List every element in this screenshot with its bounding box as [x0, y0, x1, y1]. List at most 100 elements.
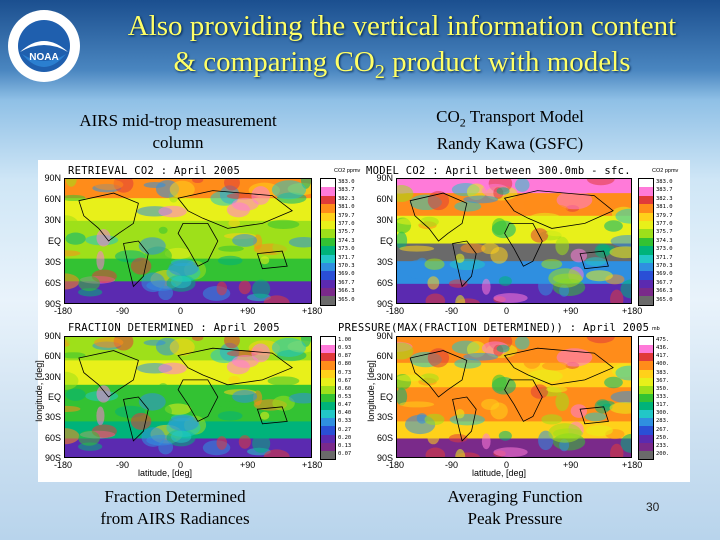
colorbar-swatch — [639, 337, 653, 346]
lon-tick-label: -180 — [386, 306, 405, 316]
colorbar-swatch — [639, 246, 653, 255]
colorbar-swatch — [321, 187, 335, 196]
colorbar-swatch — [321, 212, 335, 221]
colorbar-label: 0.73 — [338, 369, 352, 376]
colorbar-swatch — [639, 353, 653, 362]
colorbar-label: 250. — [656, 434, 670, 441]
caption-top-right-line-2: Randy Kawa (GSFC) — [436, 134, 584, 154]
colorbar-label: 370.3 — [656, 263, 673, 270]
colorbar-label: 379.7 — [656, 212, 673, 219]
colorbar-label: 366.3 — [656, 288, 673, 295]
colorbar-swatch — [639, 271, 653, 280]
colorbar-swatch — [321, 426, 335, 435]
lat-tick-label: 60N — [44, 351, 61, 362]
colorbar-label: 365.0 — [338, 296, 355, 303]
colorbar-swatch — [639, 195, 653, 205]
colorbar-swatch — [321, 288, 335, 297]
colorbar-swatch — [321, 442, 335, 451]
caption-bottom-left: Fraction Determined from AIRS Radiances — [70, 486, 280, 530]
map-retrieval-co2 — [49, 169, 319, 311]
map-peak-pressure — [381, 330, 646, 466]
caption-top-right: CO2 Transport Model Randy Kawa (GSFC) — [400, 106, 620, 155]
lat-tick-label: EQ — [379, 236, 393, 246]
colorbar-swatch — [321, 402, 335, 411]
colorbar-label: 0.20 — [338, 434, 352, 441]
colorbar-label: 374.3 — [656, 237, 673, 244]
lat-tick-label: 90N — [376, 331, 393, 341]
lat-tick-label: 60N — [376, 351, 393, 362]
colorbar-swatch — [639, 262, 653, 272]
colorbar-swatch — [321, 220, 335, 230]
colorbar-label: 371.7 — [338, 254, 355, 261]
colorbar-swatch — [639, 369, 653, 378]
colorbar-swatch — [321, 337, 335, 346]
title-subscript: 2 — [374, 60, 385, 83]
colorbar-swatch — [639, 237, 653, 247]
header: NOAA Also providing the vertical informa… — [0, 0, 720, 92]
colorbar-swatch — [639, 377, 653, 386]
x-axis-label-left: latitude, [deg] — [138, 468, 193, 478]
colorbar-label: 366.3 — [338, 288, 355, 295]
colorbar-label: 375.7 — [338, 229, 355, 236]
colorbar-swatch — [321, 345, 335, 354]
colorbar-label: 383.0 — [338, 179, 355, 185]
map-title-model: MODEL CO2 : April between 300.0mb - sfc. — [366, 165, 631, 177]
colorbar-label: 0.93 — [338, 345, 352, 352]
colorbar-unit-pressure: mb — [652, 326, 660, 332]
caption-subscript: 2 — [459, 115, 466, 130]
lat-tick-label: 90N — [44, 173, 61, 183]
colorbar-swatch — [639, 442, 653, 451]
maps-panel: RETRIEVAL CO2 : April 2005 383.0 383.7 382… — [34, 160, 690, 482]
colorbar-label: 382.3 — [656, 195, 673, 202]
colorbar-swatch — [639, 279, 653, 289]
colorbar-swatch — [639, 426, 653, 435]
lon-tick-label: -180 — [386, 460, 405, 470]
lat-tick-label: 60S — [376, 432, 393, 443]
map-field — [49, 327, 319, 465]
colorbar-label: 374.3 — [338, 237, 355, 244]
colorbar-swatch — [321, 229, 335, 238]
colorbar-labels-retrieval: 383.0 383.7 382.3 381.0 379.7 377.0 375.7 374.3… — [338, 178, 355, 304]
colorbar-retrieval — [320, 178, 336, 306]
lat-tick-label: 60N — [376, 194, 393, 204]
colorbar-label: 300. — [656, 410, 670, 417]
colorbar-label: 365.0 — [656, 296, 673, 303]
lat-tick-label: 60N — [44, 194, 61, 204]
colorbar-swatch — [639, 434, 653, 443]
lon-tick-label: +180 — [622, 460, 643, 470]
map-title-fraction: FRACTION DETERMINED : April 2005 — [68, 322, 280, 334]
colorbar-swatch — [321, 418, 335, 427]
colorbar-swatch — [639, 385, 653, 394]
colorbar-label: 233. — [656, 442, 670, 449]
colorbar-label: 475. — [656, 337, 670, 343]
caption-part: CO — [436, 107, 460, 126]
colorbar-label: 367. — [656, 377, 670, 384]
caption-bottom-left-line-2: from AIRS Radiances — [100, 509, 250, 528]
map-field — [381, 172, 646, 312]
colorbar-label: 0.47 — [338, 402, 352, 409]
colorbar-swatch — [321, 393, 335, 402]
colorbar-label: 369.0 — [656, 271, 673, 278]
colorbar-fraction — [320, 336, 336, 460]
colorbar-model — [638, 178, 654, 306]
colorbar-label: 0.27 — [338, 426, 352, 433]
lat-tick-label: 90S — [44, 299, 61, 309]
lon-tick-label: +90 — [563, 460, 579, 470]
map-title-pressure: PRESSURE(MAX(FRACTION DETERMINED)) : Apr… — [338, 322, 650, 334]
lat-tick-label: EQ — [47, 392, 61, 402]
lon-tick-label: -90 — [116, 306, 130, 316]
colorbar-label: 373.0 — [338, 246, 355, 253]
colorbar-label: 381.0 — [338, 204, 355, 211]
lon-tick-label: +90 — [240, 460, 256, 470]
lon-tick-label: +90 — [240, 306, 256, 316]
map-model-co2 — [381, 172, 646, 312]
title-line-1: Also providing the vertical information … — [127, 10, 677, 42]
colorbar-label: 370.3 — [338, 263, 355, 270]
colorbar-label: 0.87 — [338, 353, 352, 360]
colorbar-swatch — [321, 262, 335, 272]
colorbar-swatch — [639, 254, 653, 263]
caption-bottom-right-line-2: Peak Pressure — [467, 509, 563, 528]
colorbar-swatch — [639, 361, 653, 370]
colorbar-swatch — [639, 288, 653, 297]
noaa-logo-icon: NOAA — [8, 10, 80, 82]
